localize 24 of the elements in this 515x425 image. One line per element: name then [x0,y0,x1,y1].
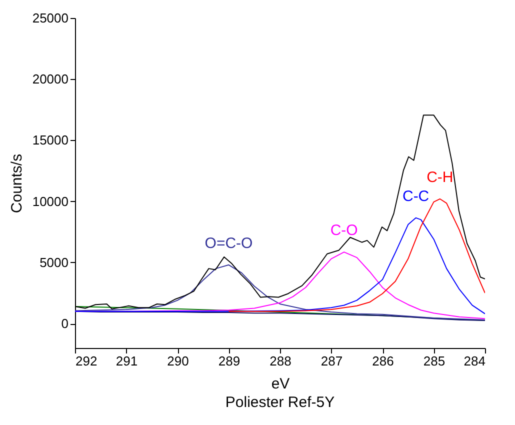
x-tick-label: 289 [218,354,240,368]
series-label: C-O [330,222,358,240]
y-tick-label: 25000 [32,10,68,26]
y-tick-label: 0 [61,316,68,332]
y-tick-label: 5000 [40,254,68,270]
series-label: C-C [402,188,430,205]
y-tick-label: 20000 [32,72,68,87]
x-tick-label: 284 [464,354,486,368]
x-tick-label: 290 [167,354,189,368]
line-series [75,264,485,320]
x-tick-label: 287 [320,354,343,368]
y-axis-title: Counts/s [8,154,26,214]
x-tick-label: 292 [76,354,98,368]
x-tick-label: 285 [423,354,446,368]
x-tick-label: 288 [270,354,292,368]
line-series [75,217,485,314]
series-label: C-H [426,168,454,186]
text: Poliester Ref-5Y [225,394,335,411]
y-tick-label: 15000 [32,132,68,148]
y-tick-label: 10000 [32,194,68,209]
x-axis-title: eV [271,376,290,392]
x-tick-label: 291 [116,354,138,368]
series-label: O=C-O [204,234,253,252]
x-tick-label: 286 [372,354,394,368]
